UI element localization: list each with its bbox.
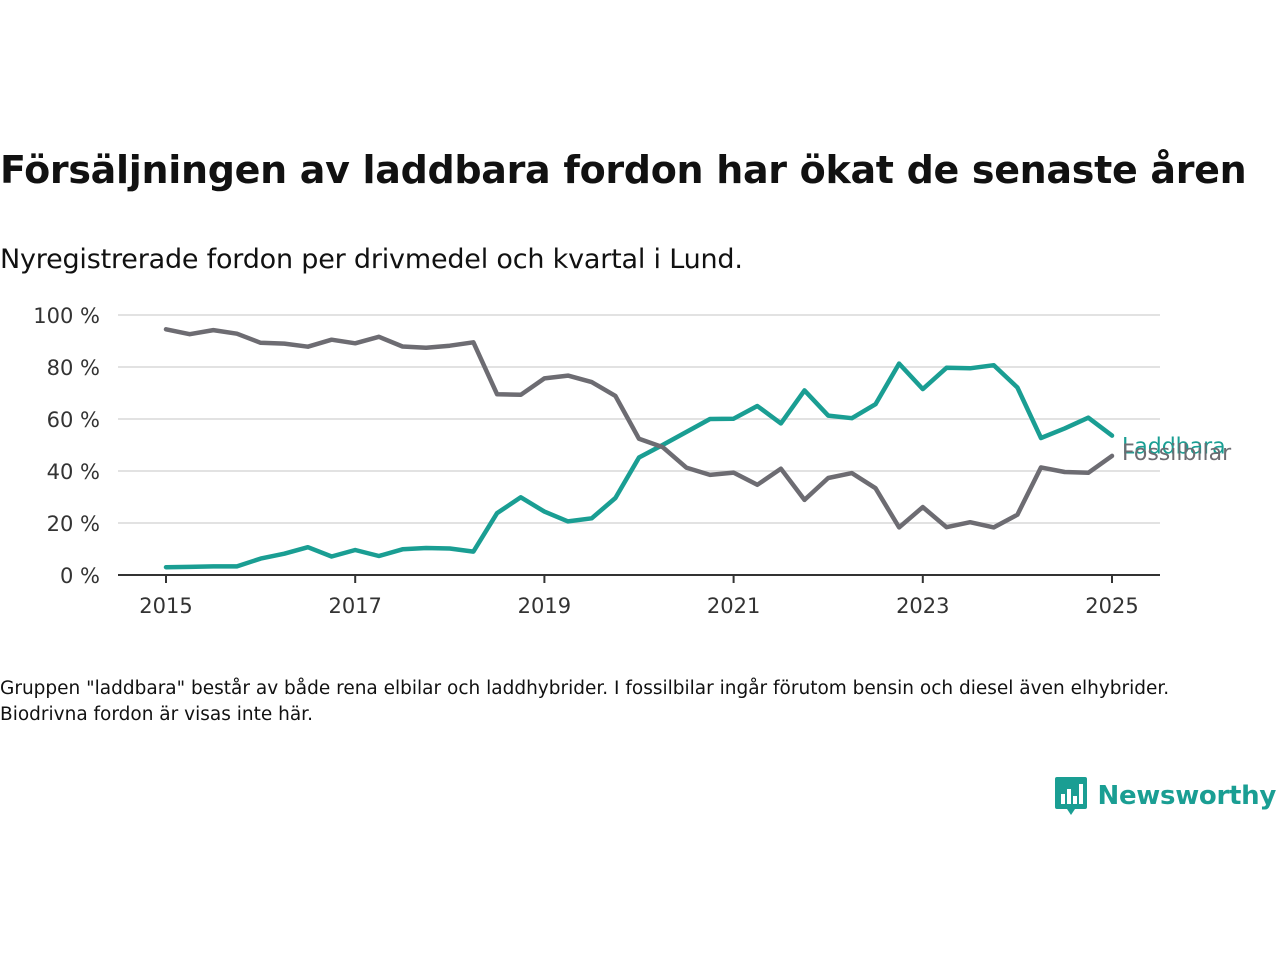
x-tick-label: 2017 xyxy=(328,594,381,618)
gridlines xyxy=(118,314,1160,524)
x-axis: 2015 2017 2019 2021 2023 2025 xyxy=(118,574,1160,618)
y-tick-label: 100 % xyxy=(33,304,100,328)
chart-title: Försäljningen av laddbara fordon har öka… xyxy=(0,148,1247,192)
series-line-laddbara xyxy=(163,361,1115,570)
newsworthy-logo-icon xyxy=(1054,777,1087,815)
chart-subtitle: Nyregistrerade fordon per drivmedel och … xyxy=(0,244,743,275)
brand: Newsworthy xyxy=(1054,776,1276,816)
x-tick-label: 2023 xyxy=(896,594,949,618)
y-tick-label: 80 % xyxy=(47,356,100,380)
footnote: Gruppen "laddbara" består av både rena e… xyxy=(0,678,1170,725)
series-line-fossilbilar xyxy=(163,327,1115,530)
line-chart: 0 % 20 % 40 % 60 % 80 % 100 % 2015 2017 2019 202… xyxy=(33,304,1232,618)
brand-name: Newsworthy xyxy=(1097,781,1277,811)
y-tick-label: 0 % xyxy=(60,564,100,588)
x-tick-label: 2015 xyxy=(139,594,192,618)
y-tick-label: 60 % xyxy=(47,408,100,432)
series-lines xyxy=(163,327,1115,570)
x-tick-label: 2021 xyxy=(707,594,760,618)
series-label-laddbara: Laddbara xyxy=(1122,435,1226,460)
y-axis: 0 % 20 % 40 % 60 % 80 % 100 % xyxy=(33,304,100,588)
series-label-fossilbilar: Fossilbilar xyxy=(1122,441,1232,466)
y-tick-label: 20 % xyxy=(47,512,100,536)
y-tick-label: 40 % xyxy=(47,460,100,484)
x-tick-label: 2025 xyxy=(1085,594,1138,618)
x-tick-label: 2019 xyxy=(518,594,571,618)
